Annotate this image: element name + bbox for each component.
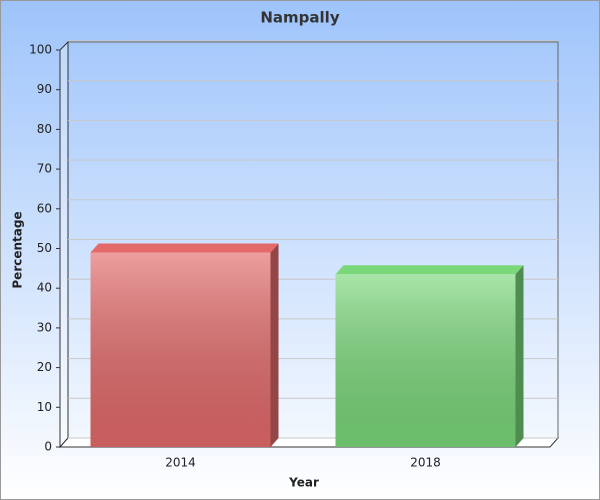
- bar-side: [515, 265, 524, 447]
- bar-side-shade: [515, 265, 524, 447]
- x-axis-title: Year: [288, 476, 319, 490]
- y-tick-label: 0: [44, 440, 52, 454]
- chart-title: Nampally: [260, 9, 339, 27]
- y-tick-label: 80: [37, 122, 52, 136]
- y-tick-label: 30: [37, 320, 52, 334]
- y-tick-label: 20: [37, 360, 52, 374]
- y-tick-label: 50: [37, 241, 52, 255]
- bar-side: [270, 243, 279, 447]
- bar-top: [90, 243, 279, 253]
- y-tick-label: 10: [37, 400, 52, 414]
- bar-top: [335, 265, 524, 275]
- bar-side-shade: [270, 243, 279, 447]
- y-tick-label: 40: [37, 281, 52, 295]
- bar-shine: [335, 274, 516, 447]
- bar-shine: [90, 252, 271, 447]
- x-tick-label: 2014: [165, 456, 196, 470]
- y-tick-label: 100: [29, 43, 52, 57]
- y-tick-label: 70: [37, 162, 52, 176]
- y-tick-label: 90: [37, 82, 52, 96]
- y-axis-title: Percentage: [11, 211, 25, 288]
- x-tick-label: 2018: [410, 456, 441, 470]
- left-wall: [59, 40, 69, 449]
- y-tick-label: 60: [37, 201, 52, 215]
